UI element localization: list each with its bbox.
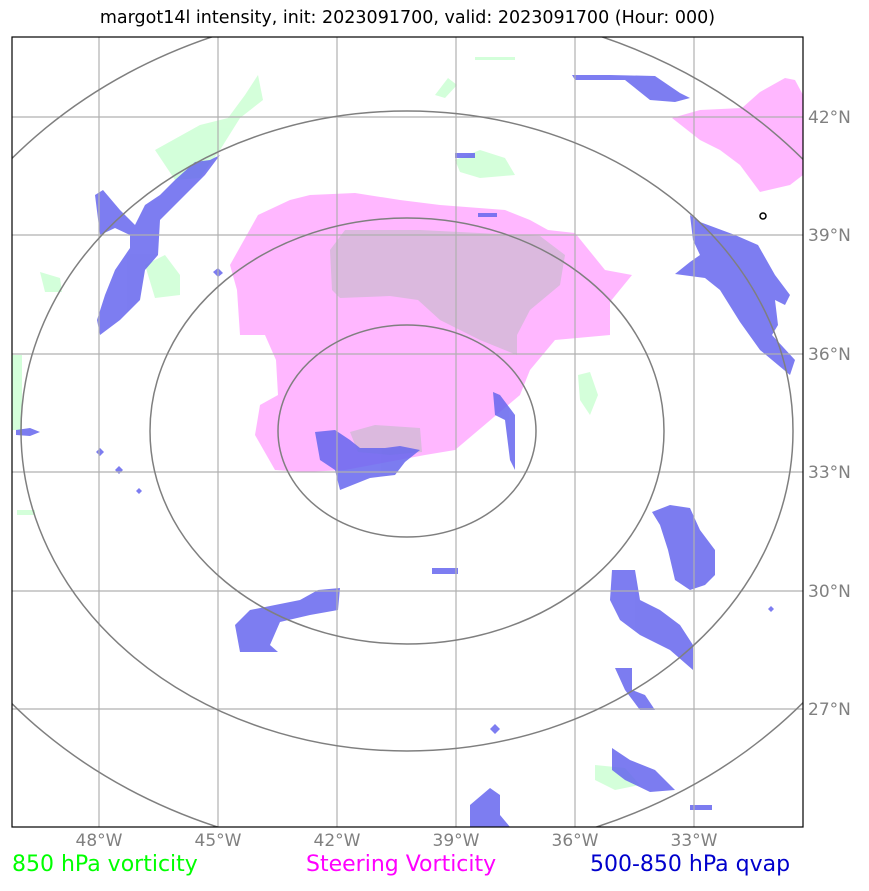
range-ring-3 [20,110,794,752]
lat-labels: 42°N 39°N 36°N 33°N 30°N 27°N [808,108,851,720]
map-frame [11,36,804,828]
qvap-shading [16,75,795,827]
map-title: margot14l intensity, init: 2023091700, v… [99,8,716,28]
legend-vort850: 850 hPa vorticity [12,852,198,877]
lon-label: 33°W [671,831,718,851]
graticule [12,37,803,827]
lat-label: 42°N [808,108,851,128]
lon-label: 36°W [552,831,599,851]
range-rings [12,37,803,827]
lat-label: 30°N [808,582,851,602]
legend-qvap: 500-850 hPa qvap [590,852,791,877]
lat-label: 27°N [808,700,851,720]
range-ring-2 [149,217,665,645]
range-ring-1 [277,324,537,538]
lon-label: 42°W [314,831,361,851]
lat-label: 33°N [808,463,851,483]
lon-label: 48°W [76,831,123,851]
legend-steering: Steering Vorticity [306,852,497,877]
lon-label: 39°W [433,831,480,851]
lon-labels: 48°W 45°W 42°W 39°W 36°W 33°W [76,831,718,851]
lat-label: 39°N [808,226,851,246]
vort850-shading [12,57,640,790]
lon-label: 45°W [195,831,242,851]
small-contour [759,212,767,220]
lat-label: 36°N [808,345,851,365]
steering-shading [230,78,803,472]
